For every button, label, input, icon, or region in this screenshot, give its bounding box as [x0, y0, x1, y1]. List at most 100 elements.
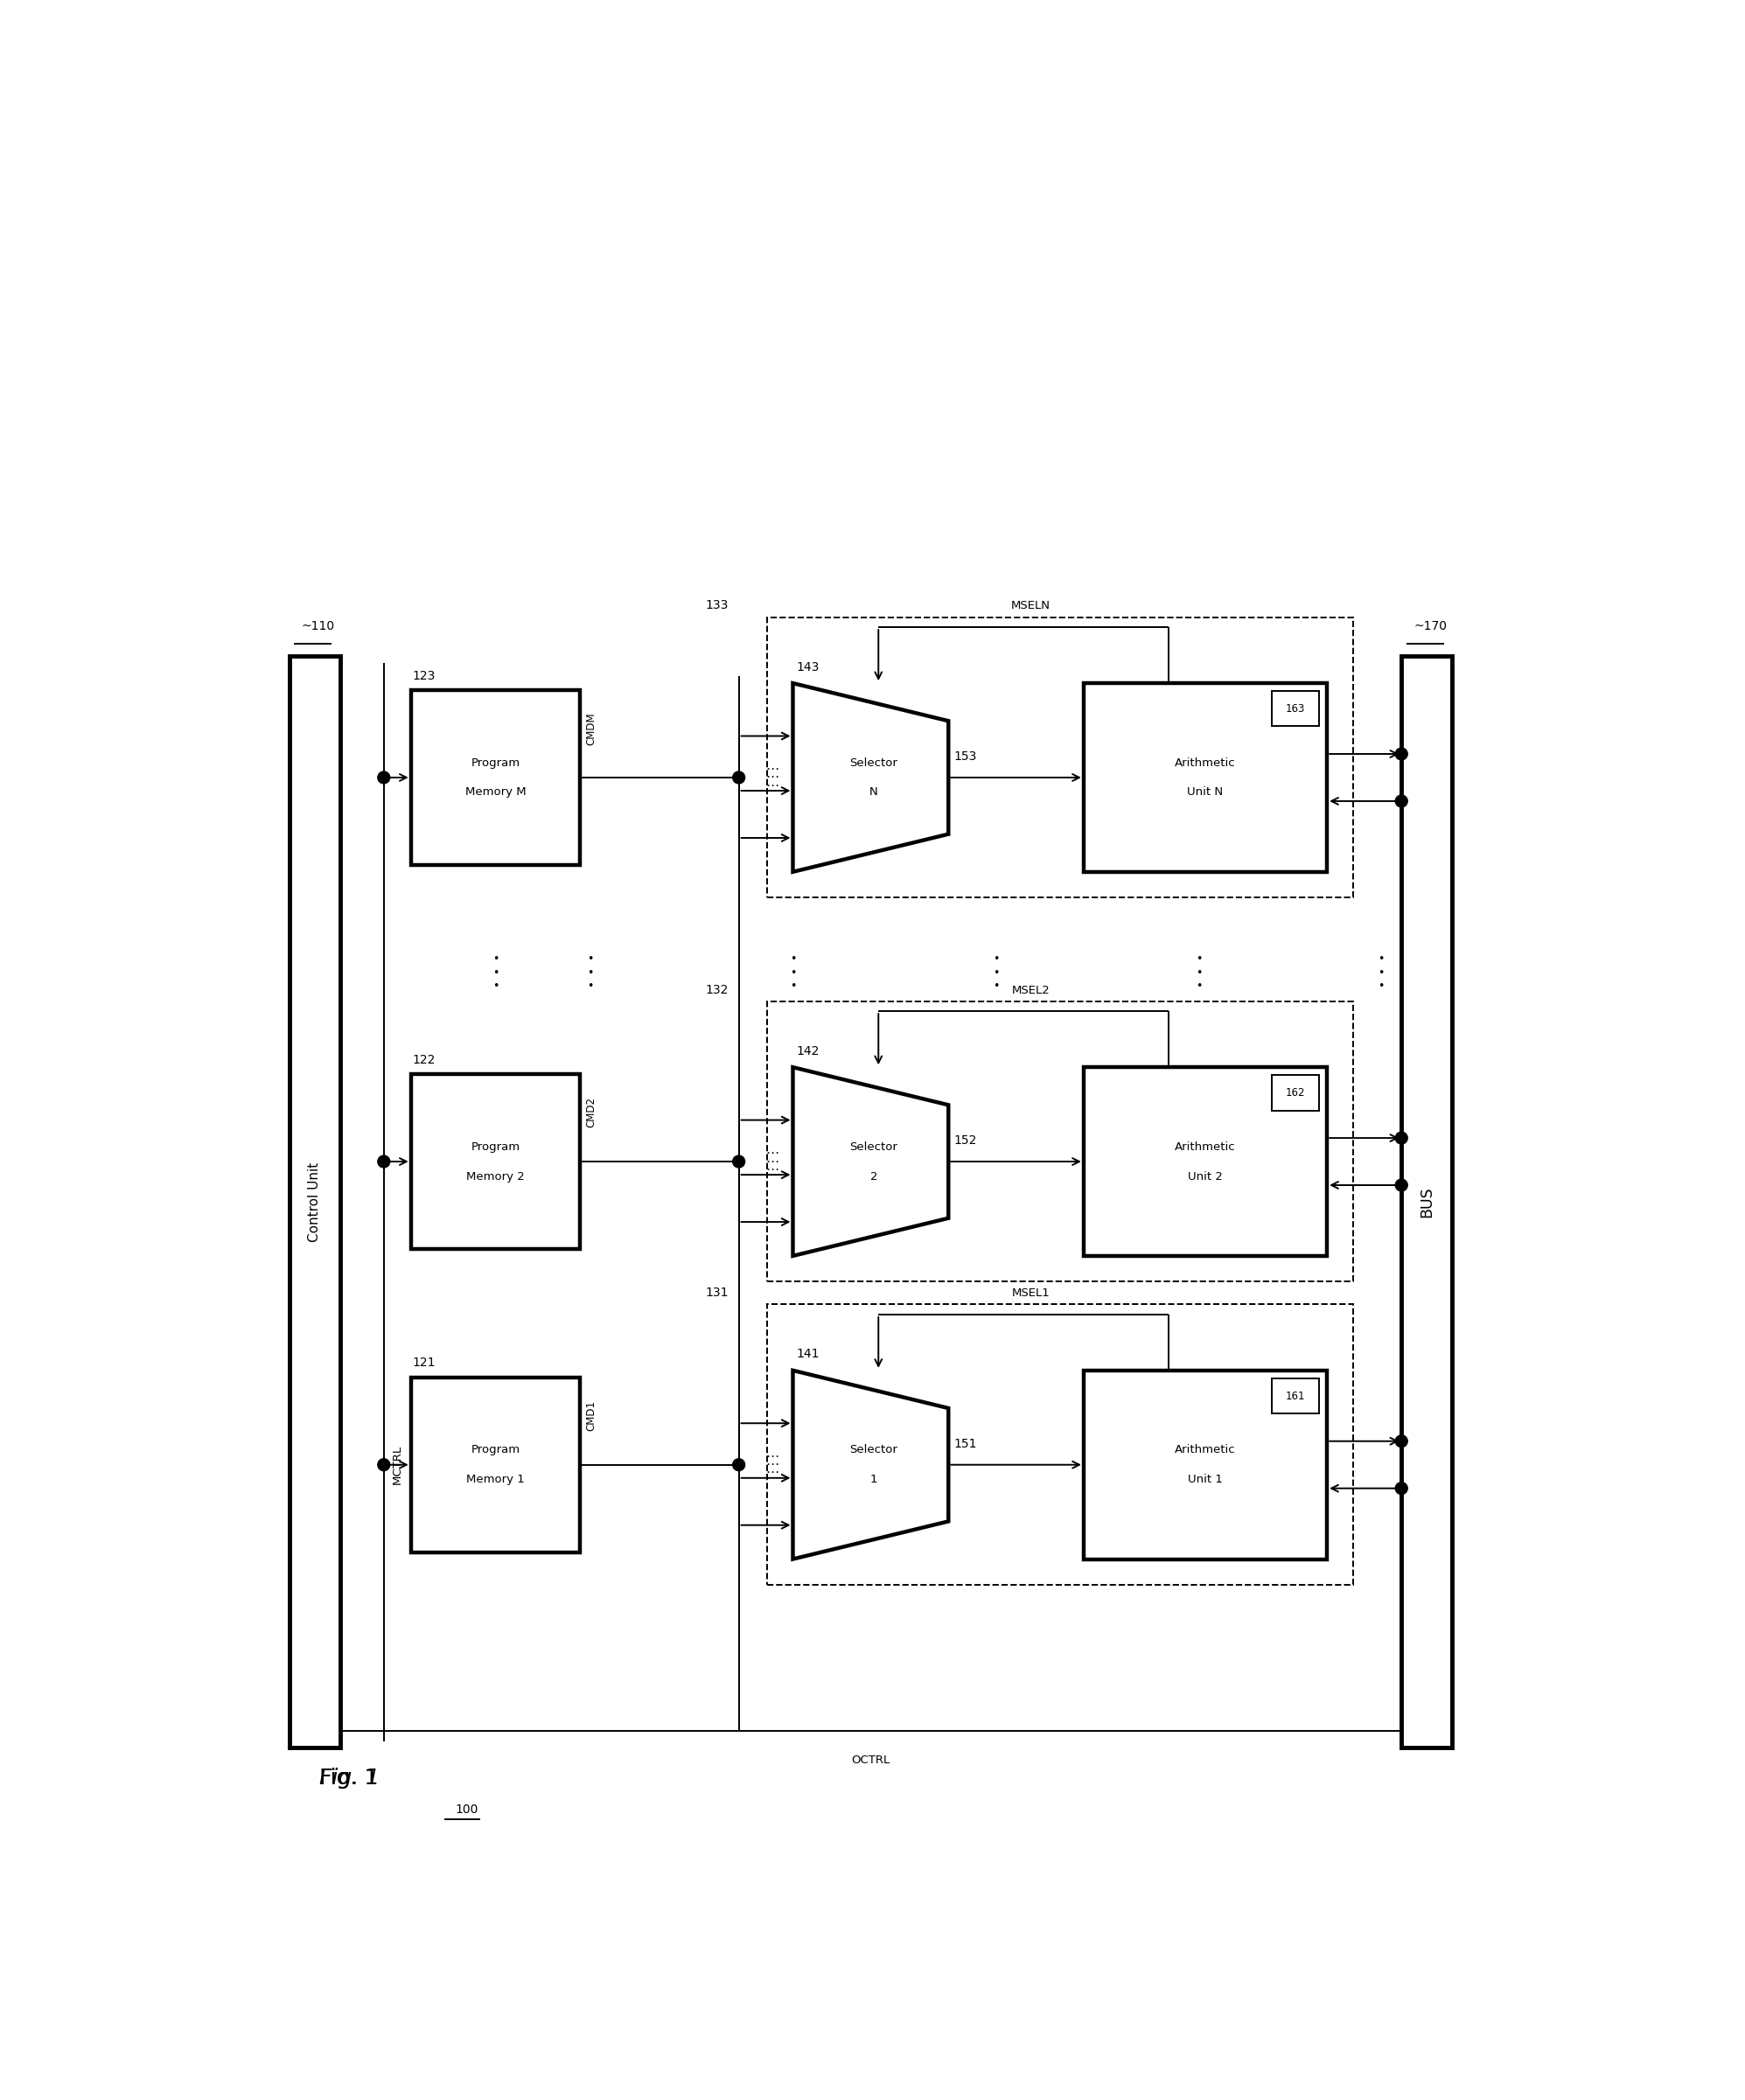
Text: 123: 123 — [412, 670, 435, 682]
Bar — [410, 1378, 579, 1552]
Text: 121: 121 — [412, 1357, 435, 1369]
Text: Fig. 1: Fig. 1 — [319, 1768, 379, 1789]
Circle shape — [733, 771, 745, 783]
Text: ⋯: ⋯ — [766, 1163, 780, 1176]
Text: •: • — [586, 953, 593, 966]
Text: Selector: Selector — [850, 1445, 897, 1455]
Text: Unit N: Unit N — [1187, 788, 1223, 798]
Text: 162: 162 — [1286, 1088, 1305, 1098]
Text: •: • — [993, 953, 998, 966]
Text: •: • — [492, 968, 499, 979]
Text: Selector: Selector — [850, 1140, 897, 1153]
Text: ⋯: ⋯ — [766, 1466, 780, 1478]
Circle shape — [377, 1460, 389, 1470]
Bar — [1272, 1075, 1319, 1111]
Text: Arithmetic: Arithmetic — [1174, 1140, 1235, 1153]
Text: CMD1: CMD1 — [585, 1401, 597, 1430]
Text: BUS: BUS — [1419, 1186, 1434, 1218]
Bar — [410, 691, 579, 865]
Circle shape — [1396, 1434, 1408, 1447]
Text: ⋯: ⋯ — [766, 1457, 780, 1472]
Text: Program: Program — [471, 1140, 520, 1153]
Text: •: • — [1195, 953, 1202, 966]
Circle shape — [1396, 748, 1408, 760]
Text: ⋯: ⋯ — [766, 1155, 780, 1168]
Text: 2: 2 — [871, 1170, 878, 1182]
Text: OCTRL: OCTRL — [852, 1753, 890, 1766]
Text: Control Unit: Control Unit — [307, 1161, 321, 1241]
Circle shape — [1396, 1178, 1408, 1191]
Circle shape — [377, 1155, 389, 1168]
Bar — [768, 1002, 1352, 1281]
Text: •: • — [492, 981, 499, 991]
Text: 131: 131 — [705, 1287, 729, 1300]
Polygon shape — [792, 1371, 949, 1558]
Text: ⋯: ⋯ — [766, 762, 780, 777]
Text: •: • — [1379, 981, 1384, 991]
Circle shape — [1396, 1483, 1408, 1495]
Text: Arithmetic: Arithmetic — [1174, 756, 1235, 769]
Text: MSEL1: MSEL1 — [1012, 1287, 1050, 1300]
Text: •: • — [1379, 968, 1384, 979]
Text: ~170: ~170 — [1413, 620, 1447, 632]
Circle shape — [377, 771, 389, 783]
Text: CMD2: CMD2 — [585, 1096, 597, 1128]
Text: 163: 163 — [1286, 704, 1305, 714]
Text: Unit 1: Unit 1 — [1188, 1474, 1223, 1485]
Circle shape — [1396, 796, 1408, 806]
Bar — [410, 1073, 579, 1250]
Text: Fig. 1: Fig. 1 — [319, 1768, 380, 1789]
Text: •: • — [1195, 968, 1202, 979]
Bar — [1272, 1378, 1319, 1413]
Bar — [1401, 655, 1452, 1747]
Text: ⋯: ⋯ — [766, 1451, 780, 1464]
Text: 141: 141 — [796, 1348, 820, 1361]
Text: MSEL2: MSEL2 — [1012, 985, 1050, 995]
Text: ⋯: ⋯ — [766, 779, 780, 792]
Text: ⋯: ⋯ — [766, 771, 780, 783]
Text: 151: 151 — [955, 1439, 977, 1449]
Circle shape — [733, 1460, 745, 1470]
Text: MSELN: MSELN — [1010, 601, 1050, 611]
Text: Selector: Selector — [850, 756, 897, 769]
Text: Memory 2: Memory 2 — [466, 1170, 525, 1182]
Text: 152: 152 — [955, 1134, 977, 1147]
Polygon shape — [792, 682, 949, 872]
Text: •: • — [1195, 981, 1202, 991]
Text: Unit 2: Unit 2 — [1188, 1170, 1223, 1182]
Polygon shape — [792, 1067, 949, 1256]
Circle shape — [733, 1155, 745, 1168]
Text: ~110: ~110 — [302, 620, 335, 632]
Text: 133: 133 — [705, 598, 729, 611]
Text: •: • — [790, 953, 796, 966]
Text: MCTRL: MCTRL — [393, 1445, 403, 1485]
Text: CMDM: CMDM — [585, 712, 597, 746]
Circle shape — [1396, 1132, 1408, 1144]
Bar — [1084, 682, 1328, 872]
Text: •: • — [993, 968, 998, 979]
Text: 122: 122 — [412, 1054, 435, 1067]
Text: 100: 100 — [455, 1804, 478, 1816]
Bar — [1084, 1067, 1328, 1256]
Text: •: • — [790, 981, 796, 991]
Text: Arithmetic: Arithmetic — [1174, 1445, 1235, 1455]
Text: 1: 1 — [871, 1474, 878, 1485]
Text: ⋯: ⋯ — [766, 1147, 780, 1159]
Text: •: • — [993, 981, 998, 991]
Text: 153: 153 — [955, 750, 977, 762]
Text: 143: 143 — [796, 662, 820, 674]
Text: •: • — [1379, 953, 1384, 966]
Text: •: • — [492, 953, 499, 966]
Text: Memory M: Memory M — [464, 788, 525, 798]
Bar — [768, 1304, 1352, 1586]
Text: N: N — [869, 788, 878, 798]
Text: •: • — [790, 968, 796, 979]
Text: Program: Program — [471, 1445, 520, 1455]
Text: Memory 1: Memory 1 — [466, 1474, 525, 1485]
Bar — [290, 655, 340, 1747]
Bar — [1084, 1371, 1328, 1558]
Text: 161: 161 — [1286, 1390, 1305, 1401]
Text: 142: 142 — [796, 1046, 820, 1056]
Bar — [768, 617, 1352, 897]
Text: •: • — [586, 968, 593, 979]
